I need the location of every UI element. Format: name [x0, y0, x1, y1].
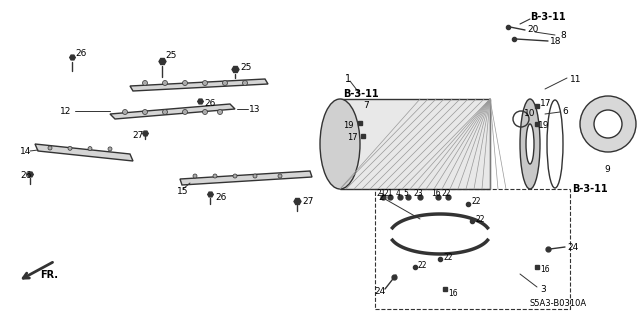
Text: 12: 12 [60, 107, 72, 115]
Polygon shape [180, 171, 312, 185]
Circle shape [233, 174, 237, 178]
Text: 1: 1 [345, 74, 351, 84]
Text: 22: 22 [443, 253, 452, 262]
Polygon shape [340, 99, 490, 189]
Circle shape [68, 146, 72, 150]
Text: 17: 17 [540, 100, 552, 108]
Text: B-3-11: B-3-11 [530, 12, 566, 22]
Text: B-3-11: B-3-11 [572, 184, 607, 194]
Circle shape [163, 109, 168, 115]
Text: 4: 4 [396, 189, 401, 197]
Text: 15: 15 [177, 188, 189, 197]
Text: 19: 19 [538, 122, 550, 130]
Text: S5A3-B0310A: S5A3-B0310A [530, 300, 587, 308]
Text: 19: 19 [344, 121, 354, 130]
Circle shape [163, 80, 168, 85]
Circle shape [278, 174, 282, 178]
Text: 17: 17 [348, 133, 358, 143]
Circle shape [594, 110, 622, 138]
Text: 25: 25 [165, 51, 177, 61]
Circle shape [218, 109, 223, 115]
Text: 27: 27 [132, 131, 143, 140]
Text: 22: 22 [471, 197, 481, 206]
Text: 9: 9 [604, 165, 610, 174]
Text: 16: 16 [431, 189, 441, 197]
Circle shape [193, 174, 197, 178]
Circle shape [202, 80, 207, 85]
Text: 5: 5 [404, 189, 408, 197]
Text: 23: 23 [413, 189, 423, 197]
Circle shape [143, 109, 147, 115]
Text: 26: 26 [20, 172, 31, 181]
Text: FR.: FR. [40, 270, 58, 280]
Text: 16: 16 [540, 264, 550, 273]
Ellipse shape [520, 99, 540, 189]
Text: 26: 26 [204, 100, 216, 108]
Circle shape [88, 147, 92, 151]
Circle shape [580, 96, 636, 152]
Circle shape [223, 80, 227, 85]
Circle shape [182, 80, 188, 85]
Circle shape [48, 146, 52, 150]
Bar [375, 189, 570, 309]
Text: B-3-11: B-3-11 [343, 89, 379, 99]
Polygon shape [130, 79, 268, 91]
Text: 18: 18 [550, 36, 561, 46]
Text: 25: 25 [240, 63, 252, 71]
Polygon shape [35, 144, 133, 161]
Text: 24: 24 [567, 242, 579, 251]
Text: 3: 3 [540, 285, 546, 293]
Text: 14: 14 [20, 146, 31, 155]
Circle shape [213, 174, 217, 178]
Ellipse shape [526, 124, 534, 164]
Text: 11: 11 [570, 75, 582, 84]
Text: 26: 26 [75, 49, 86, 58]
Circle shape [243, 80, 248, 85]
Text: 22: 22 [441, 189, 451, 197]
Text: 22: 22 [418, 261, 428, 270]
Text: 13: 13 [249, 105, 260, 114]
Text: 22: 22 [475, 214, 484, 224]
Polygon shape [110, 104, 235, 119]
Text: 7: 7 [363, 101, 369, 110]
Circle shape [182, 109, 188, 115]
Circle shape [143, 80, 147, 85]
Circle shape [108, 147, 112, 151]
Text: 27: 27 [302, 197, 314, 205]
Text: 10: 10 [524, 109, 536, 118]
Text: 16: 16 [448, 290, 458, 299]
Text: 26: 26 [215, 192, 227, 202]
Text: 8: 8 [560, 32, 566, 41]
Text: 21: 21 [376, 189, 386, 197]
Text: 6: 6 [562, 108, 568, 116]
Circle shape [202, 109, 207, 115]
Text: 20: 20 [527, 26, 538, 34]
Text: 21: 21 [383, 189, 393, 197]
Text: 2: 2 [378, 192, 383, 202]
Circle shape [253, 174, 257, 178]
Ellipse shape [320, 99, 360, 189]
Circle shape [122, 109, 127, 115]
Text: 24: 24 [374, 287, 386, 296]
